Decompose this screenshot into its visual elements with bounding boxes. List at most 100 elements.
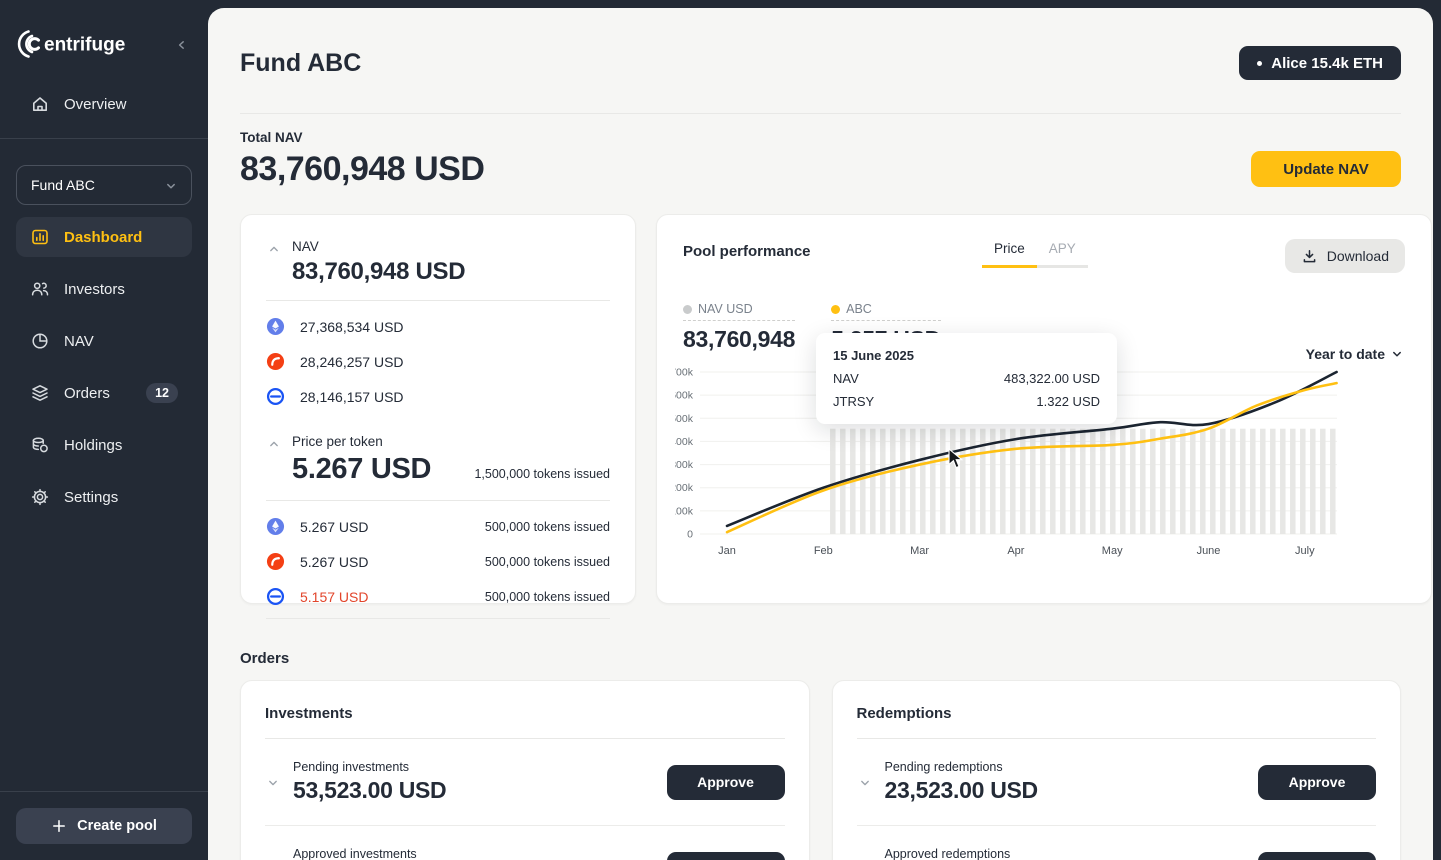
tokens-issued: 500,000 tokens issued: [484, 554, 610, 569]
performance-title: Pool performance: [683, 243, 811, 260]
nav-section-texts: NAV 83,760,948 USD: [292, 239, 466, 286]
svg-text:Apr: Apr: [1007, 545, 1024, 557]
sidebar-item-dashboard[interactable]: Dashboard: [16, 217, 192, 257]
orders-heading: Orders: [240, 650, 290, 667]
sidebar-item-label: Overview: [64, 95, 127, 113]
sidebar-item-orders[interactable]: Orders 12: [16, 373, 192, 413]
sidebar-spacer: [0, 529, 208, 777]
total-nav-block: Total NAV 83,760,948 USD: [240, 130, 485, 189]
order-texts: Pending investments 53,523.00 USD: [293, 760, 447, 804]
coins-icon: [30, 435, 50, 455]
divider: [240, 113, 1401, 114]
range-label: Year to date: [1305, 346, 1385, 362]
sidebar: entrifuge Overview Fund ABC Dashboard In…: [0, 0, 208, 860]
total-nav-summary: Total NAV 83,760,948 USD Update NAV: [240, 130, 1401, 189]
tooltip-label: NAV: [833, 371, 859, 386]
order-label: Pending redemptions: [884, 760, 1003, 774]
svg-text:700k: 700k: [675, 367, 694, 379]
total-nav-label: Total NAV: [240, 130, 303, 145]
orders-count-badge: 12: [146, 383, 178, 403]
tab-apy[interactable]: APY: [1036, 239, 1088, 268]
token-price-value-alert: 5.157 USD: [300, 588, 369, 605]
sidebar-item-holdings[interactable]: Holdings: [16, 425, 192, 465]
token-price-row: 5.267 USD 500,000 tokens issued: [266, 552, 610, 571]
total-tokens-issued: 1,500,000 tokens issued: [474, 467, 610, 481]
svg-text:Mar: Mar: [910, 545, 929, 557]
network-nav-row: 28,246,257 USD: [266, 352, 610, 371]
nav-value: 83,760,948 USD: [292, 258, 466, 285]
nav-label: NAV: [292, 239, 319, 254]
orders-cards-row: Investments Pending investments 53,523.0…: [240, 680, 1401, 860]
sidebar-item-label: Dashboard: [64, 228, 143, 246]
download-button[interactable]: Download: [1284, 239, 1405, 273]
investments-card: Investments Pending investments 53,523.0…: [240, 680, 810, 860]
network-nav-row: 27,368,534 USD: [266, 317, 610, 336]
legend-chip-abc[interactable]: ABC: [831, 302, 941, 321]
red-network-icon: [266, 552, 285, 571]
chevron-down-icon[interactable]: [265, 775, 281, 791]
order-texts: Pending redemptions 23,523.00 USD: [884, 760, 1039, 804]
redemptions-title: Redemptions: [856, 705, 1376, 739]
order-value: 53,523.00 USD: [293, 777, 447, 803]
revoke-redemptions-button[interactable]: Revoke: [1258, 851, 1376, 860]
order-value: 23,523.00 USD: [884, 777, 1039, 803]
network-nav-value: 28,246,257 USD: [300, 353, 404, 370]
sidebar-item-nav[interactable]: NAV: [16, 321, 192, 361]
chevron-down-icon[interactable]: [857, 775, 873, 791]
sidebar-item-investors[interactable]: Investors: [16, 269, 192, 309]
pending-investments-row: Pending investments 53,523.00 USD Approv…: [265, 739, 785, 825]
svg-text:June: June: [1197, 545, 1221, 557]
price-per-token-label: Price per token: [292, 434, 383, 449]
chart-tooltip: 15 June 2025 NAV 483,322.00 USD JTRSY 1.…: [816, 333, 1117, 424]
token-price-value: 5.267 USD: [300, 553, 369, 570]
main-panel: Fund ABC Alice 15.4k ETH Total NAV 83,76…: [208, 8, 1433, 860]
legend-dot-icon: [683, 304, 692, 314]
divider: [266, 618, 610, 619]
approve-investments-button[interactable]: Approve: [666, 764, 785, 800]
svg-text:Jan: Jan: [718, 545, 736, 557]
tooltip-row: JTRSY 1.322 USD: [833, 394, 1100, 409]
sidebar-item-settings[interactable]: Settings: [16, 477, 192, 517]
legend-chip-nav[interactable]: NAV USD: [683, 302, 796, 321]
approve-redemptions-button[interactable]: Approve: [1258, 764, 1376, 800]
chevron-up-icon[interactable]: [266, 241, 282, 257]
performance-chart-svg[interactable]: 0 100k 200k 300k 400k 500k 600k 700k Jan Feb Mar Ap…: [670, 363, 1405, 565]
tooltip-value: 1.322 USD: [1036, 394, 1100, 409]
update-nav-button[interactable]: Update NAV: [1251, 151, 1401, 187]
approved-investments-row: Approved investments 6,246.00 USD Issue: [265, 825, 785, 860]
download-icon: [1303, 249, 1316, 262]
tokens-issued: 500,000 tokens issued: [484, 589, 610, 604]
chevron-up-icon[interactable]: [266, 436, 282, 452]
create-pool-button[interactable]: Create pool: [16, 808, 192, 844]
performance-chart[interactable]: 0 100k 200k 300k 400k 500k 600k 700k Jan Feb Mar Ap…: [670, 333, 1405, 568]
investments-title: Investments: [265, 705, 785, 739]
wallet-status-dot-icon: [1257, 60, 1263, 66]
divider: [266, 300, 610, 301]
wallet-badge[interactable]: Alice 15.4k ETH: [1239, 46, 1401, 80]
pie-chart-icon: [30, 331, 50, 351]
pool-selector[interactable]: Fund ABC: [16, 165, 192, 205]
price-per-token-value: 5.267 USD: [292, 453, 432, 485]
sidebar-collapse-icon[interactable]: [174, 37, 190, 53]
ethereum-icon: [266, 517, 285, 536]
redemptions-card: Redemptions Pending redemptions 23,523.0…: [831, 680, 1401, 860]
svg-text:200k: 200k: [675, 482, 694, 494]
range-selector[interactable]: Year to date: [1306, 346, 1405, 362]
tab-price[interactable]: Price: [982, 239, 1037, 268]
approved-redemptions-row: Approved redemptions 14,246.00 USD Revok…: [856, 825, 1376, 860]
sidebar-item-overview[interactable]: Overview: [16, 84, 192, 124]
divider: [0, 138, 208, 139]
svg-text:300k: 300k: [675, 459, 694, 471]
legend-value: 83,760,948: [683, 326, 796, 352]
token-price-row: 5.157 USD 500,000 tokens issued: [266, 587, 610, 606]
price-section-header: Price per token 5.267 USD 1,500,000 toke…: [266, 434, 610, 486]
nav-section-header: NAV 83,760,948 USD: [266, 239, 610, 286]
home-icon: [30, 94, 50, 114]
svg-text:400k: 400k: [675, 436, 694, 448]
svg-text:600k: 600k: [675, 390, 694, 402]
sidebar-item-label: Investors: [64, 280, 125, 298]
issue-investments-button[interactable]: Issue: [666, 851, 785, 860]
order-texts: Approved investments 6,246.00 USD: [293, 847, 434, 860]
centrifuge-logo: entrifuge: [17, 30, 125, 58]
svg-text:entrifuge: entrifuge: [44, 35, 125, 56]
